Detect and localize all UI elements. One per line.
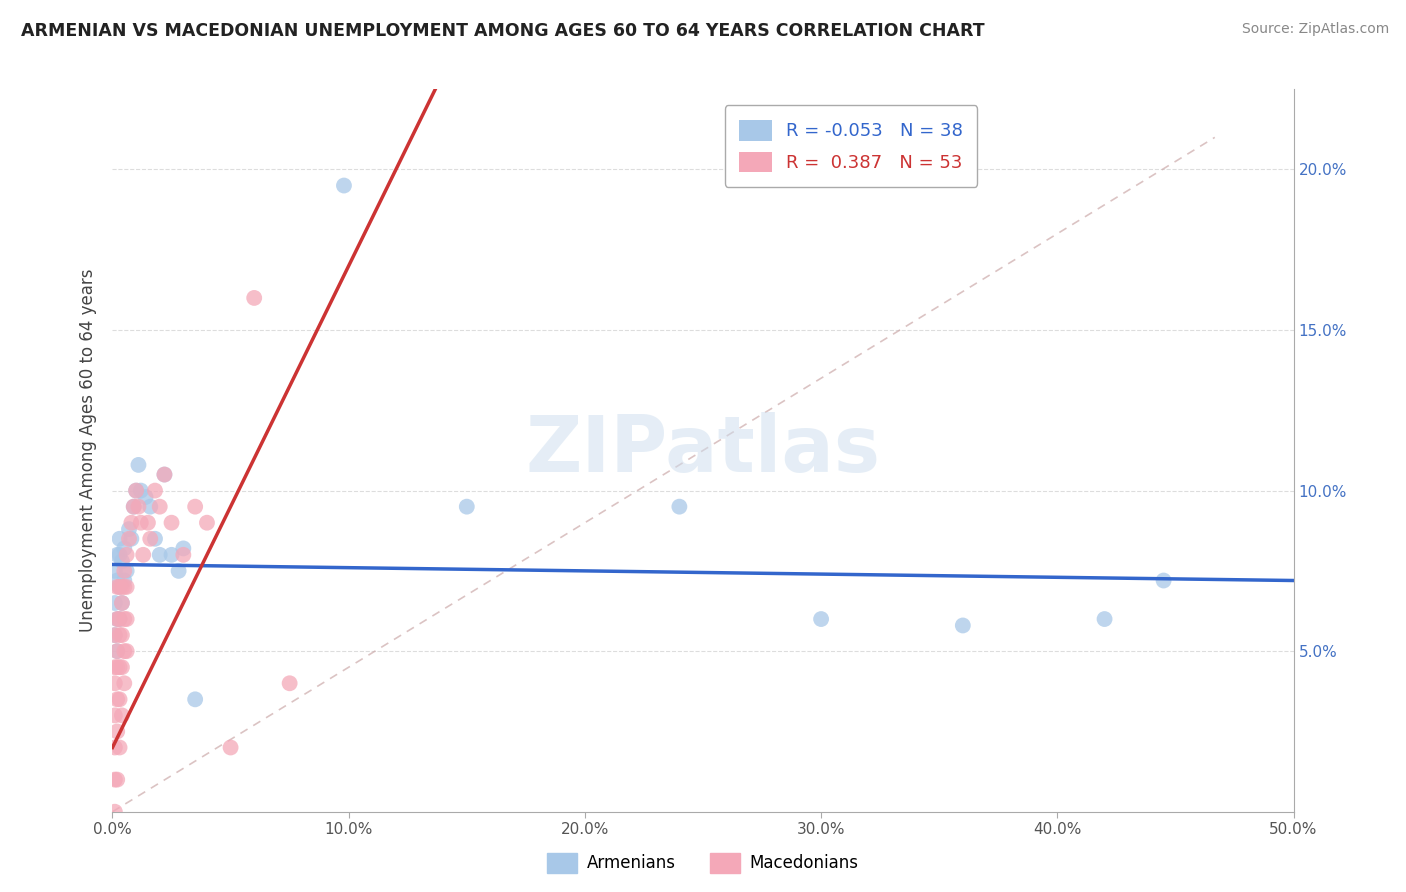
Point (139, 532, 162, 546)
Point (104, 628, 127, 642)
Point (104, 676, 127, 690)
Point (135, 490, 157, 504)
Point (115, 644, 138, 658)
Point (111, 596, 134, 610)
Point (149, 548, 172, 562)
Point (108, 612, 131, 626)
Point (112, 676, 135, 690)
Point (243, 291, 266, 305)
Y-axis label: Unemployment Among Ages 60 to 64 years: Unemployment Among Ages 60 to 64 years (79, 268, 97, 632)
Point (111, 628, 134, 642)
Point (108, 628, 131, 642)
Point (120, 532, 142, 546)
Point (112, 580, 135, 594)
Point (108, 580, 131, 594)
Legend: R = -0.053   N = 38, R =  0.387   N = 53: R = -0.053 N = 38, R = 0.387 N = 53 (724, 105, 977, 187)
Point (167, 564, 190, 578)
Point (105, 724, 128, 739)
Point (111, 554, 134, 568)
Point (105, 612, 128, 626)
Point (108, 548, 131, 562)
Point (195, 516, 218, 530)
Point (112, 644, 135, 658)
Point (125, 483, 148, 498)
Point (115, 580, 138, 594)
Point (184, 500, 207, 514)
Point (153, 467, 176, 482)
Point (108, 740, 131, 755)
Point (105, 612, 128, 626)
Point (108, 660, 131, 674)
Point (143, 483, 166, 498)
Point (115, 564, 138, 578)
Point (105, 574, 128, 588)
Point (111, 708, 134, 723)
Point (104, 708, 127, 723)
Text: Source: ZipAtlas.com: Source: ZipAtlas.com (1241, 22, 1389, 37)
Point (160, 516, 183, 530)
Point (1094, 612, 1116, 626)
Point (278, 676, 301, 690)
Point (184, 692, 207, 706)
Point (143, 532, 166, 546)
Point (333, 178, 356, 193)
Point (172, 541, 194, 556)
Point (160, 548, 183, 562)
Point (104, 805, 127, 819)
Point (668, 500, 690, 514)
Point (127, 458, 149, 472)
Point (118, 522, 141, 536)
Point (108, 612, 131, 626)
Point (115, 612, 138, 626)
Point (108, 580, 131, 594)
Point (122, 500, 145, 514)
Point (127, 500, 149, 514)
Point (105, 692, 128, 706)
Point (952, 618, 974, 632)
Point (108, 692, 131, 706)
Point (139, 500, 162, 514)
Point (456, 500, 478, 514)
Point (108, 532, 131, 546)
Point (120, 516, 142, 530)
Point (104, 660, 127, 674)
Point (105, 644, 128, 658)
Point (105, 548, 128, 562)
Point (111, 660, 134, 674)
Point (153, 467, 176, 482)
Legend: Armenians, Macedonians: Armenians, Macedonians (541, 847, 865, 880)
Point (115, 548, 138, 562)
Point (1153, 574, 1175, 588)
Point (104, 740, 127, 755)
Point (105, 660, 128, 674)
Point (105, 772, 128, 787)
Point (112, 574, 135, 588)
Point (129, 516, 152, 530)
Point (118, 532, 141, 546)
Point (129, 483, 152, 498)
Point (122, 500, 145, 514)
Text: ZIPatlas: ZIPatlas (526, 412, 880, 489)
Point (132, 548, 155, 562)
Point (112, 564, 135, 578)
Point (111, 596, 134, 610)
Point (172, 548, 194, 562)
Point (105, 644, 128, 658)
Point (104, 596, 127, 610)
Point (104, 628, 127, 642)
Point (112, 612, 135, 626)
Point (810, 612, 832, 626)
Point (149, 500, 172, 514)
Point (105, 580, 128, 594)
Point (136, 516, 159, 530)
Point (111, 580, 134, 594)
Point (219, 740, 242, 755)
Text: ARMENIAN VS MACEDONIAN UNEMPLOYMENT AMONG AGES 60 TO 64 YEARS CORRELATION CHART: ARMENIAN VS MACEDONIAN UNEMPLOYMENT AMON… (21, 22, 984, 40)
Point (104, 564, 127, 578)
Point (112, 541, 135, 556)
Point (125, 483, 148, 498)
Point (104, 772, 127, 787)
